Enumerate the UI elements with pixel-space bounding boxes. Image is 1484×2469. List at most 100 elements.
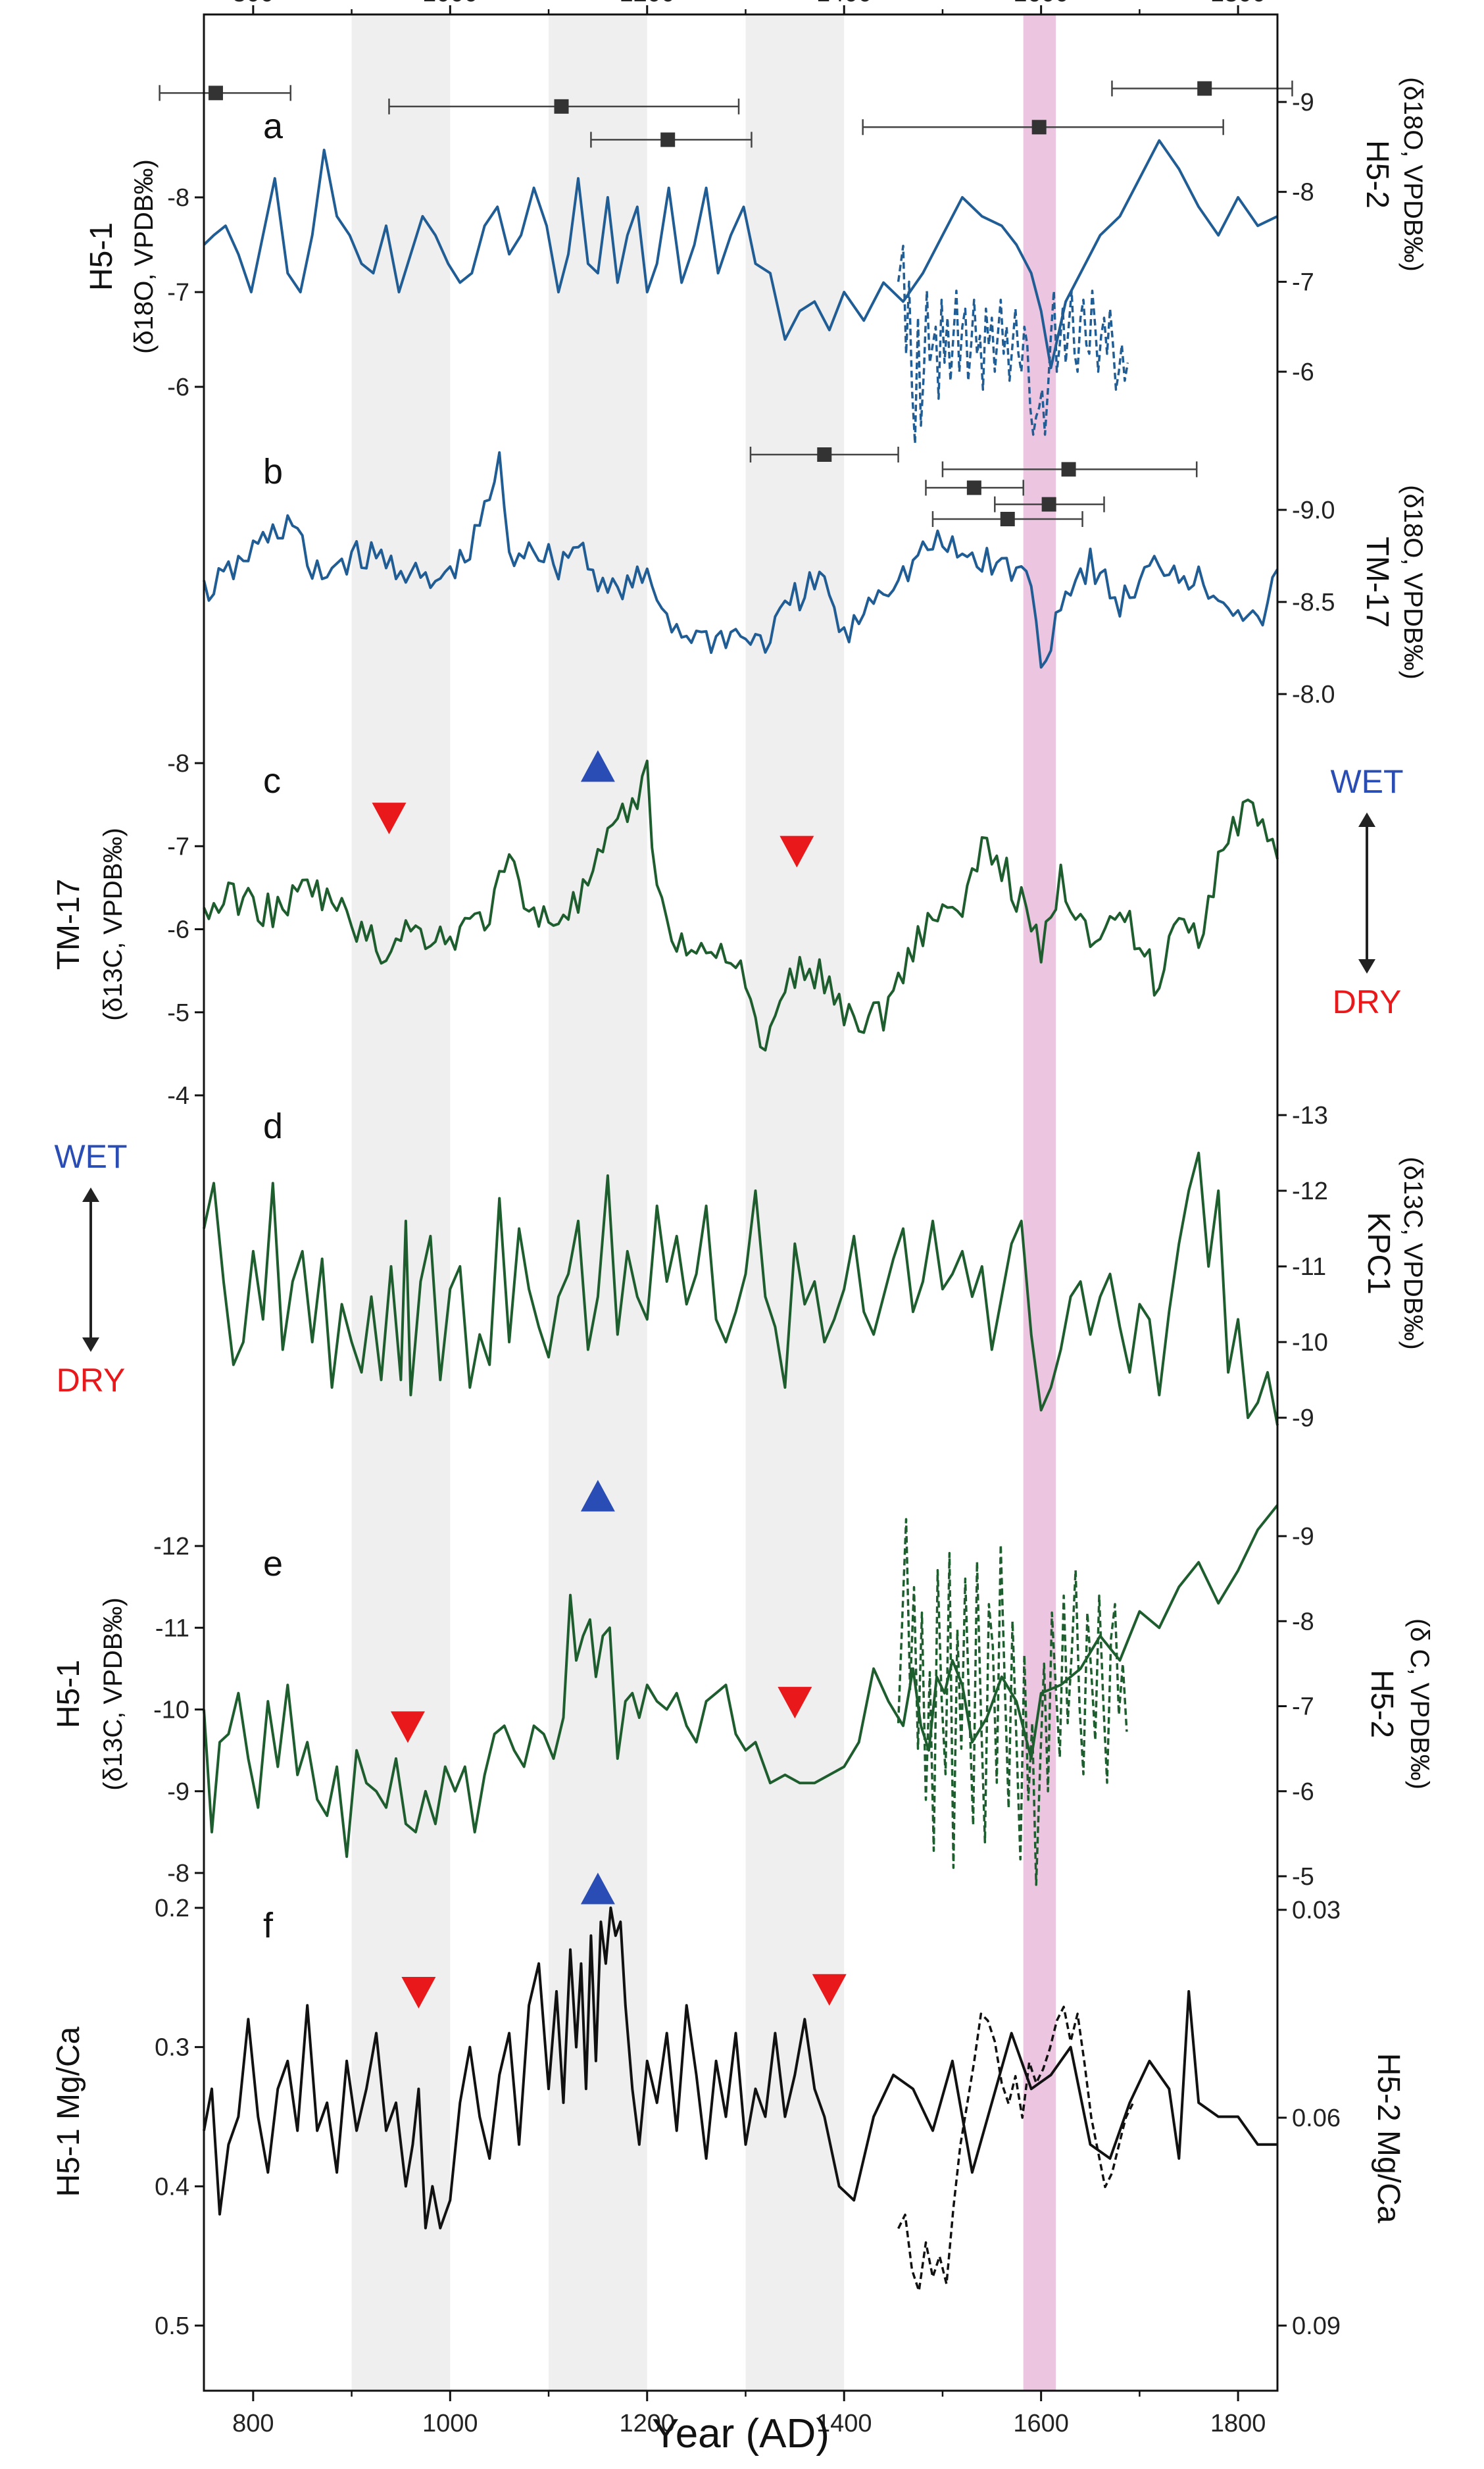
y-tick-label-left: -6 — [167, 916, 189, 944]
y-tick-label-right: -7 — [1292, 268, 1314, 296]
red-down-triangle — [390, 1711, 425, 1743]
y-tick-label-right: -9 — [1292, 89, 1314, 116]
right-axis-title-a: H5-2 — [1360, 140, 1395, 209]
blue-up-triangle — [580, 1480, 615, 1512]
grey-band-1 — [351, 14, 451, 2391]
x-tick-label-bottom: 1600 — [1013, 2410, 1069, 2437]
age-point — [1061, 462, 1076, 477]
x-tick-label-bottom: 1200 — [619, 2410, 675, 2437]
series-line-f-1 — [897, 2005, 1134, 2293]
left-axis-title-a: H5-1 — [84, 222, 119, 291]
y-tick-label-left: 0.5 — [155, 2312, 189, 2340]
y-tick-label-left: -5 — [167, 999, 189, 1027]
y-tick-label-left: -8 — [167, 184, 189, 212]
red-down-triangle — [778, 1687, 812, 1719]
y-tick-label-right: -8.0 — [1292, 681, 1335, 709]
y-tick-label-right: -9 — [1292, 1405, 1314, 1432]
y-tick-label-right: 0.09 — [1292, 2312, 1341, 2340]
y-tick-label-right: -8 — [1292, 1608, 1314, 1635]
y-tick-label-right: -10 — [1292, 1329, 1328, 1357]
axis-labels: 800 1000 1200 1400 1600 1800 800 1000 1200 1400 16… — [51, 0, 1434, 2457]
double-arrow-head-up — [1358, 812, 1375, 827]
y-tick-label-left: -8 — [167, 1860, 189, 1887]
y-tick-label-right: -8.5 — [1292, 589, 1335, 616]
trend-markers — [372, 750, 847, 2008]
y-tick-label-right: -8 — [1292, 179, 1314, 207]
left-axis-unit-e: (δ13C, VPDB‰) — [99, 1597, 128, 1790]
series-line-b-0 — [203, 451, 1279, 669]
series-line-a-1 — [897, 244, 1129, 445]
series-line-c-0 — [203, 759, 1279, 1052]
x-tick-label-top: 1000 — [422, 0, 478, 7]
panel-letter-a: a — [263, 107, 284, 146]
y-tick-label-left: 0.3 — [155, 2034, 189, 2062]
age-point — [1000, 512, 1015, 526]
y-tick-label-left: -10 — [153, 1697, 189, 1724]
series-line-d-0 — [203, 1151, 1279, 1426]
grey-band-3 — [745, 14, 845, 2391]
y-tick-label-right: -12 — [1292, 1178, 1328, 1205]
double-arrow-head-down — [1358, 959, 1375, 974]
y-tick-label-left: -6 — [167, 374, 189, 401]
x-tick-label-bottom: 1000 — [422, 2410, 478, 2437]
series-line-a-0 — [203, 139, 1278, 370]
y-tick-label-left: -7 — [167, 833, 189, 860]
x-tick-label-top: 1200 — [619, 0, 675, 7]
double-arrow-head-up — [82, 1187, 99, 1202]
y-tick-label-left: -4 — [167, 1082, 189, 1110]
y-tick-label-left: 0.2 — [155, 1895, 189, 1922]
blue-up-triangle — [580, 750, 615, 782]
red-down-triangle — [812, 1974, 847, 2006]
y-tick-label-right: -6 — [1292, 359, 1314, 386]
dry-label-d: DRY — [57, 1362, 126, 1399]
x-tick-label-top: 1400 — [816, 0, 872, 7]
panel-letter-f: f — [263, 1906, 274, 1945]
left-axis-title-c: TM-17 — [51, 879, 86, 970]
y-tick-label-left: -7 — [167, 279, 189, 307]
y-tick-label-left: -12 — [153, 1533, 189, 1560]
age-point — [817, 447, 832, 462]
series-line-e-1 — [897, 1518, 1128, 1886]
shaded-intervals — [351, 14, 1056, 2391]
panel-letter-e: e — [263, 1544, 283, 1584]
age-point — [1197, 81, 1212, 96]
red-down-triangle — [779, 835, 814, 868]
age-point — [208, 86, 223, 101]
age-point — [554, 99, 569, 114]
right-axis-unit-e: (δ C, VPDB‰) — [1405, 1618, 1434, 1789]
y-tick-label-right: -9 — [1292, 1523, 1314, 1551]
x-tick-label-top: 800 — [232, 0, 274, 7]
panel-letter-d: d — [263, 1107, 283, 1146]
y-tick-label-right: -6 — [1292, 1778, 1314, 1806]
axes — [203, 13, 1279, 2392]
y-tick-label-left: -9 — [167, 1778, 189, 1806]
x-tick-label-bottom: 1800 — [1210, 2410, 1266, 2437]
age-point — [966, 480, 981, 495]
series-line-e-0 — [203, 1504, 1279, 1858]
panel-letter-c: c — [263, 761, 281, 801]
wet-label-d: WET — [54, 1138, 127, 1175]
data-series — [203, 139, 1279, 2293]
x-axis-title: Year (AD) — [652, 2411, 829, 2457]
left-axis-title-f: H5-1 Mg/Ca — [51, 2026, 86, 2197]
age-point — [660, 132, 676, 147]
left-axis-title-e: H5-1 — [51, 1660, 86, 1728]
plot-frame — [203, 13, 1279, 2392]
y-tick-label-right: -13 — [1292, 1102, 1328, 1130]
y-tick-label-right: -5 — [1292, 1863, 1314, 1891]
y-tick-label-right: -11 — [1292, 1253, 1326, 1281]
right-axis-title-e: H5-2 — [1364, 1670, 1399, 1738]
blue-up-triangle — [580, 1872, 615, 1905]
y-tick-label-right: 0.06 — [1292, 2105, 1341, 2132]
age-point — [1031, 120, 1047, 135]
right-axis-unit-b: (δ18O, VPDB‰) — [1398, 485, 1427, 680]
wet-label-c: WET — [1330, 763, 1403, 800]
y-tick-label-right: -7 — [1292, 1693, 1314, 1721]
axis-ticks — [195, 5, 1287, 2401]
right-axis-unit-d: (δ13C, VPDB‰) — [1398, 1157, 1427, 1349]
x-tick-label-bottom: 1400 — [816, 2410, 872, 2437]
red-down-triangle — [372, 803, 407, 835]
double-arrow-head-down — [82, 1337, 99, 1352]
y-tick-label-left: -11 — [155, 1614, 189, 1642]
